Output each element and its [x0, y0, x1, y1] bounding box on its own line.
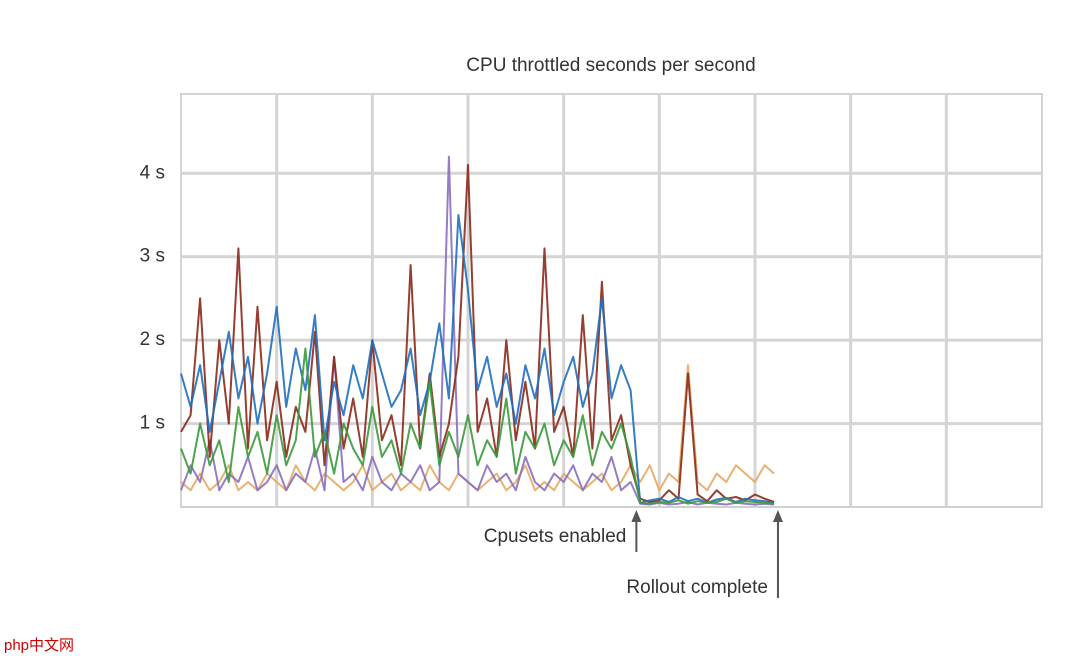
y-tick-label: 3 s — [140, 246, 165, 267]
chart-title: CPU throttled seconds per second — [466, 55, 755, 76]
y-tick-label: 4 s — [140, 162, 165, 183]
series-line — [180, 214, 775, 504]
series-line — [180, 347, 775, 505]
annotation-label: Cpusets enabled — [484, 526, 627, 547]
plot-frame — [180, 93, 1043, 508]
y-tick-label: 1 s — [140, 413, 165, 434]
annotation-label: Rollout complete — [626, 577, 768, 598]
watermark: php中文网 — [4, 637, 74, 654]
series-line — [180, 155, 775, 506]
arrow-head — [631, 510, 642, 522]
series-line — [180, 163, 775, 503]
y-tick-label: 2 s — [140, 329, 165, 350]
arrow-head — [772, 510, 783, 522]
